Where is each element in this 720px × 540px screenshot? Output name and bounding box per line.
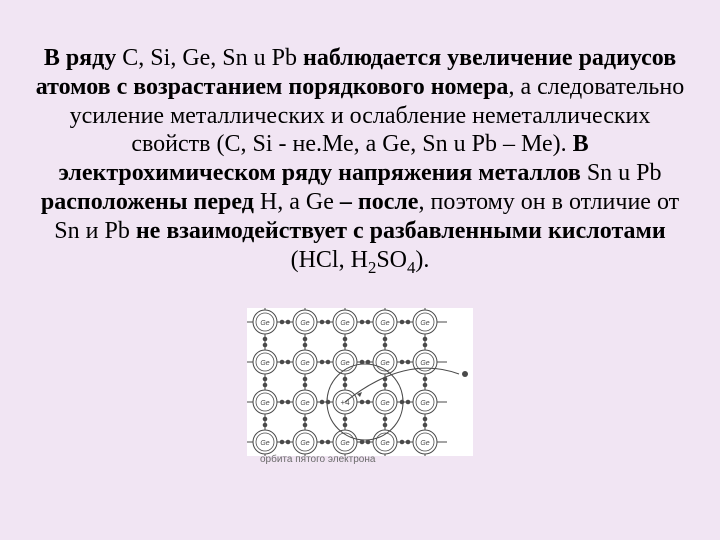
svg-text:Ge: Ge bbox=[420, 440, 429, 447]
text-2: С, Si, Ge, Sn u Pb bbox=[122, 45, 297, 71]
svg-text:Ge: Ge bbox=[420, 360, 429, 367]
text-15: не взаимодействует с разбавленными кисло… bbox=[130, 218, 666, 244]
text-1: В ряду bbox=[44, 45, 122, 71]
text-5: (С, Si - не.Ме, а Ge, Sn u Pb – Ме). bbox=[216, 131, 566, 157]
svg-text:Ge: Ge bbox=[420, 400, 429, 407]
text-9: Н bbox=[260, 189, 277, 215]
svg-text:Ge: Ge bbox=[300, 440, 309, 447]
main-paragraph: В ряду С, Si, Ge, Sn u Pb наблюдается ув… bbox=[30, 44, 690, 278]
lattice-diagram: GeGeGeGeGeGeGeGeGeGeGeGe+4GeGeGeGeGeGeGe bbox=[247, 308, 473, 456]
figure: GeGeGeGeGeGeGeGeGeGeGeGe+4GeGeGeGeGeGeGe… bbox=[240, 308, 480, 465]
text-16c: SO bbox=[376, 247, 407, 273]
text-7: Sn u Pb bbox=[587, 160, 662, 186]
figure-caption: орбита пятого электрона bbox=[240, 454, 480, 465]
svg-text:Ge: Ge bbox=[340, 440, 349, 447]
svg-text:Ge: Ge bbox=[300, 400, 309, 407]
svg-text:Ge: Ge bbox=[260, 400, 269, 407]
svg-text:Ge: Ge bbox=[380, 360, 389, 367]
svg-text:Ge: Ge bbox=[260, 440, 269, 447]
text-10: , а bbox=[277, 189, 306, 215]
svg-text:Ge: Ge bbox=[340, 320, 349, 327]
svg-text:Ge: Ge bbox=[260, 360, 269, 367]
text-11: Ge bbox=[306, 189, 334, 215]
text-16e: ). bbox=[415, 247, 429, 273]
svg-text:Ge: Ge bbox=[260, 320, 269, 327]
svg-text:Ge: Ge bbox=[300, 360, 309, 367]
svg-text:Ge: Ge bbox=[300, 320, 309, 327]
svg-text:Ge: Ge bbox=[380, 320, 389, 327]
text-8: расположены перед bbox=[41, 189, 260, 215]
text-14: Sn и Pb bbox=[54, 218, 130, 244]
text-16a: (НСl, Н bbox=[291, 247, 368, 273]
svg-text:Ge: Ge bbox=[380, 400, 389, 407]
svg-text:Ge: Ge bbox=[340, 360, 349, 367]
svg-text:Ge: Ge bbox=[380, 440, 389, 447]
text-13: , поэтому он в отличие от bbox=[418, 189, 679, 215]
text-12: – после bbox=[334, 189, 419, 215]
svg-text:Ge: Ge bbox=[420, 320, 429, 327]
